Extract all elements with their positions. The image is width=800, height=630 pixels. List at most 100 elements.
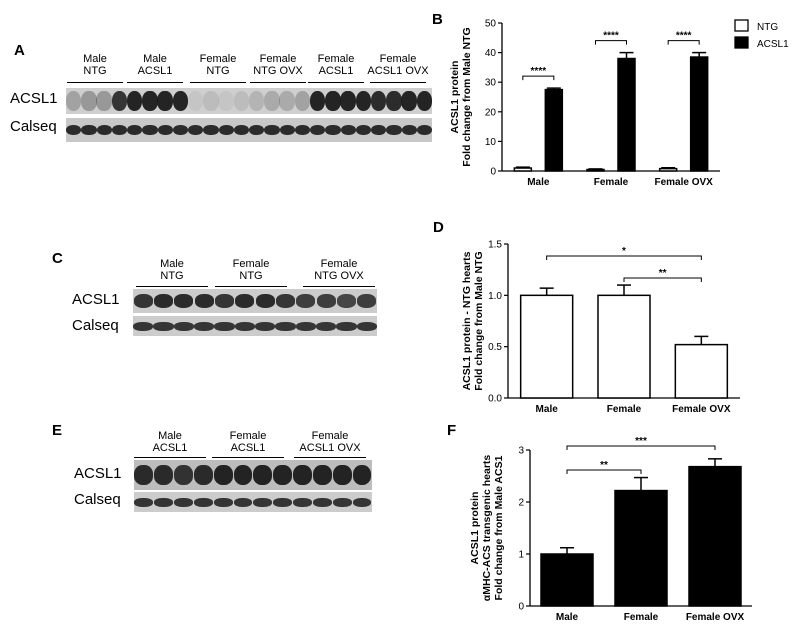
blot-band	[249, 124, 265, 136]
blot-band	[157, 124, 173, 136]
row-label-acsl1: ACSL1	[10, 90, 58, 107]
group-underline	[303, 286, 375, 287]
y-tick-label: 1.0	[488, 291, 502, 302]
blot-band	[386, 90, 402, 112]
group-label: Male NTG	[160, 258, 184, 282]
group-underline	[215, 286, 287, 287]
blot-band	[233, 90, 250, 112]
blot-band	[134, 497, 154, 507]
row-label-calseq: Calseq	[72, 317, 119, 334]
blot-band	[111, 90, 128, 112]
blot-band	[279, 90, 295, 112]
blot-band	[416, 90, 432, 112]
blot-band	[193, 465, 213, 485]
blot-band	[294, 90, 311, 112]
blot-band	[310, 124, 326, 136]
significance-bracket	[522, 75, 555, 81]
blot-band	[352, 497, 372, 507]
significance-bracket-label: **	[659, 268, 667, 279]
row-label-calseq: Calseq	[10, 118, 57, 135]
group-label: Male NTG	[83, 53, 107, 77]
blot-band	[81, 124, 97, 136]
blot-band	[352, 465, 372, 485]
group-label: Female NTG	[232, 258, 270, 282]
blot-band	[371, 124, 387, 136]
blot-band	[142, 90, 158, 112]
blot-band	[194, 294, 214, 308]
blot-band	[273, 465, 293, 485]
bar	[688, 465, 742, 607]
significance-bracket-label: ****	[531, 66, 547, 77]
blot-band	[316, 294, 336, 308]
bar	[519, 294, 574, 399]
y-axis-label: ACSL1 proteinFold change from Male NTG	[449, 27, 473, 166]
legend-swatch-ntg	[734, 19, 749, 32]
blot-band	[332, 465, 352, 485]
blot-band	[214, 294, 235, 308]
blot-band	[325, 90, 341, 112]
blot-band	[127, 124, 143, 136]
x-tick-label: Male	[527, 177, 550, 188]
group-label: Female NTG OVX	[253, 53, 303, 77]
blot-band	[253, 465, 273, 485]
bar	[597, 294, 651, 399]
blot-band	[293, 497, 312, 507]
y-tick-label: 10	[485, 137, 497, 148]
significance-bracket-label: ****	[676, 31, 692, 42]
blot-band	[154, 497, 174, 507]
group-underline	[308, 82, 364, 83]
blot-band	[172, 90, 189, 112]
significance-bracket	[595, 40, 627, 45]
group-underline	[190, 82, 246, 83]
blot-band	[279, 124, 295, 136]
blot-band	[174, 465, 193, 485]
group-underline	[370, 82, 426, 83]
blot-band	[111, 124, 127, 136]
blot-band	[355, 124, 371, 136]
x-tick-label: Female OVX	[686, 612, 745, 623]
blot-band	[295, 321, 316, 331]
blot-band	[340, 90, 356, 112]
blot-band	[126, 90, 143, 112]
x-tick-label: Female	[624, 612, 659, 623]
group-label: Female NTG OVX	[314, 258, 364, 282]
legend-label: ACSL1	[757, 39, 789, 50]
significance-bracket	[623, 277, 702, 282]
group-label: Male ACSL1	[152, 430, 188, 454]
significance-bracket	[546, 255, 702, 260]
bar	[540, 553, 594, 607]
x-tick-label: Female OVX	[672, 404, 731, 415]
panel-letter-a: A	[14, 42, 25, 59]
bar-ntg	[513, 167, 533, 172]
significance-bracket	[667, 40, 700, 45]
blot-band	[370, 90, 387, 112]
group-label: Female NTG	[199, 53, 237, 77]
blot-band	[357, 294, 377, 308]
blot-band	[133, 321, 154, 331]
bar	[674, 343, 729, 399]
legend-label: NTG	[757, 22, 778, 33]
significance-bracket-label: *	[622, 246, 626, 257]
bar-ntg	[586, 168, 605, 172]
y-tick-label: 1	[518, 550, 524, 561]
significance-bracket-label: **	[600, 460, 608, 471]
significance-bracket	[566, 445, 716, 450]
western-blot-calseq-e	[134, 492, 372, 512]
blot-band	[233, 124, 249, 136]
blot-band	[174, 294, 194, 308]
group-label: Female ACSL1	[229, 430, 267, 454]
x-tick-label: Female OVX	[654, 177, 713, 188]
panel-letter-c: C	[52, 250, 63, 267]
significance-bracket-label: ***	[635, 436, 647, 447]
panel-letter-f: F	[447, 422, 456, 439]
blot-band	[153, 294, 174, 308]
blot-band	[193, 497, 213, 507]
blot-band	[255, 321, 276, 331]
blot-band	[213, 465, 233, 485]
group-underline	[127, 82, 183, 83]
blot-band	[401, 124, 417, 136]
y-tick-label: 50	[485, 19, 497, 30]
group-label: Female ACSL1 OVX	[299, 430, 361, 454]
group-underline	[134, 457, 206, 458]
